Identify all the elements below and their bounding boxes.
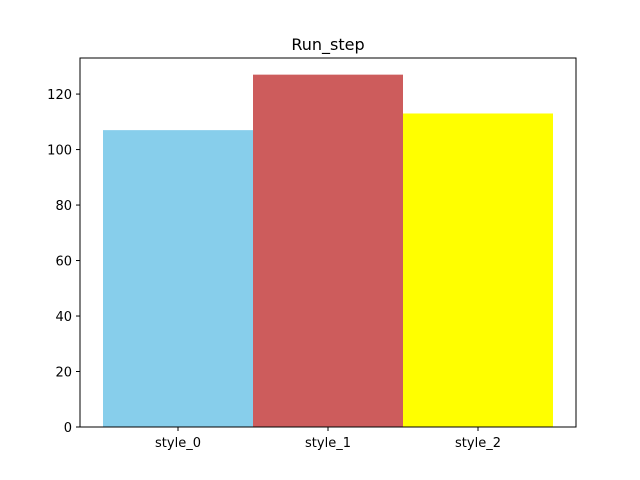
x-axis: style_0 style_1 style_2	[155, 427, 501, 451]
bar-style_1	[253, 74, 403, 428]
y-tick-label: 80	[55, 199, 72, 214]
x-tick-label: style_0	[155, 436, 201, 451]
bars-group	[103, 74, 553, 428]
chart-title: Run_step	[291, 35, 364, 55]
bar-style_2	[403, 113, 553, 428]
y-tick-label: 120	[47, 88, 72, 103]
y-tick-label: 100	[47, 144, 72, 159]
x-tick-label: style_1	[305, 436, 351, 451]
y-tick-label: 40	[55, 310, 72, 325]
y-tick-label: 60	[55, 255, 72, 270]
plot-frame	[79, 57, 577, 428]
bar-style_0	[103, 130, 253, 427]
y-axis: 0 20 40 60 80 100 120	[47, 88, 80, 436]
x-tick-label: style_2	[455, 436, 501, 451]
y-tick-label: 0	[64, 421, 72, 436]
y-tick-label: 20	[55, 366, 72, 381]
